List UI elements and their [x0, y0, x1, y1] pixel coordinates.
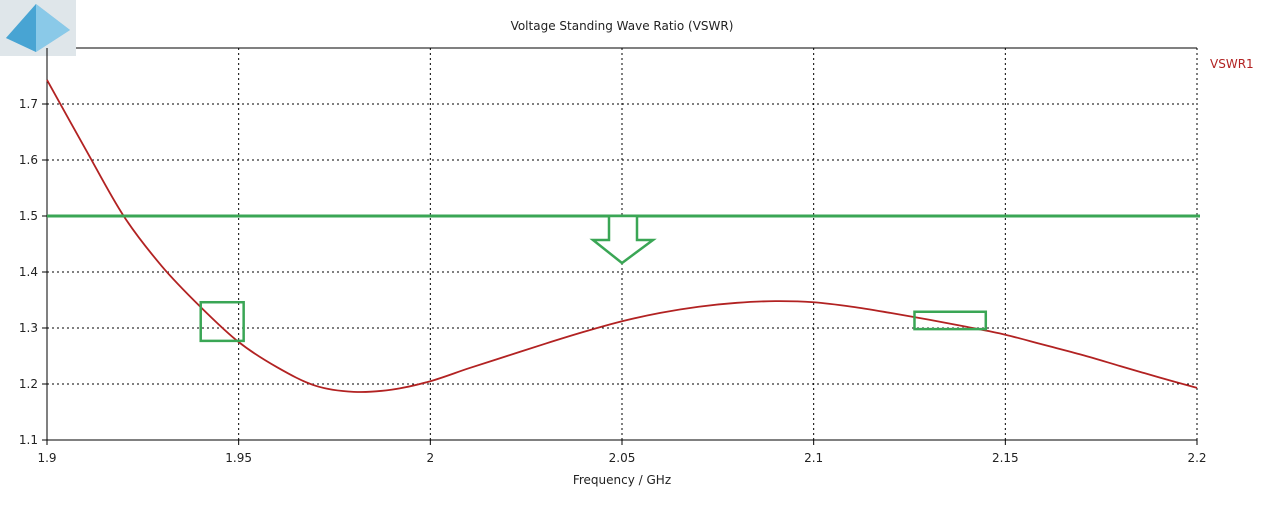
- x-axis-label: Frequency / GHz: [573, 473, 671, 487]
- series: [46, 79, 1198, 393]
- highlight-box: [199, 300, 245, 343]
- x-tick-label: 2.1: [804, 451, 823, 465]
- axes: [42, 47, 1198, 445]
- y-tick-label: 1.7: [19, 97, 38, 111]
- tick-labels: 1.9 1.95 2 2.05 2.1 2.15 2.2 1.1 1.2 1.3 1.4 1.5 1.6…: [19, 97, 1207, 465]
- logo: [0, 0, 76, 56]
- x-tick-label: 2.05: [609, 451, 636, 465]
- highlight-box: [913, 310, 988, 331]
- y-tick-label: 1.4: [19, 265, 38, 279]
- y-tick-label: 1.1: [19, 433, 38, 447]
- y-tick-label: 1.5: [19, 209, 38, 223]
- y-tick-label: 1.2: [19, 377, 38, 391]
- y-tick-label: 1.3: [19, 321, 38, 335]
- x-tick-label: 2: [427, 451, 435, 465]
- y-tick-label: 1.6: [19, 153, 38, 167]
- x-tick-label: 2.2: [1187, 451, 1206, 465]
- x-tick-label: 2.15: [992, 451, 1019, 465]
- legend-entry-vswr1: VSWR1: [1210, 57, 1254, 71]
- x-tick-label: 1.9: [37, 451, 56, 465]
- down-arrow-icon: [589, 214, 657, 265]
- x-tick-label: 1.95: [225, 451, 252, 465]
- chart-title: Voltage Standing Wave Ratio (VSWR): [511, 19, 734, 33]
- annotations: [47, 214, 1200, 343]
- series-line-vswr1: [46, 79, 1198, 393]
